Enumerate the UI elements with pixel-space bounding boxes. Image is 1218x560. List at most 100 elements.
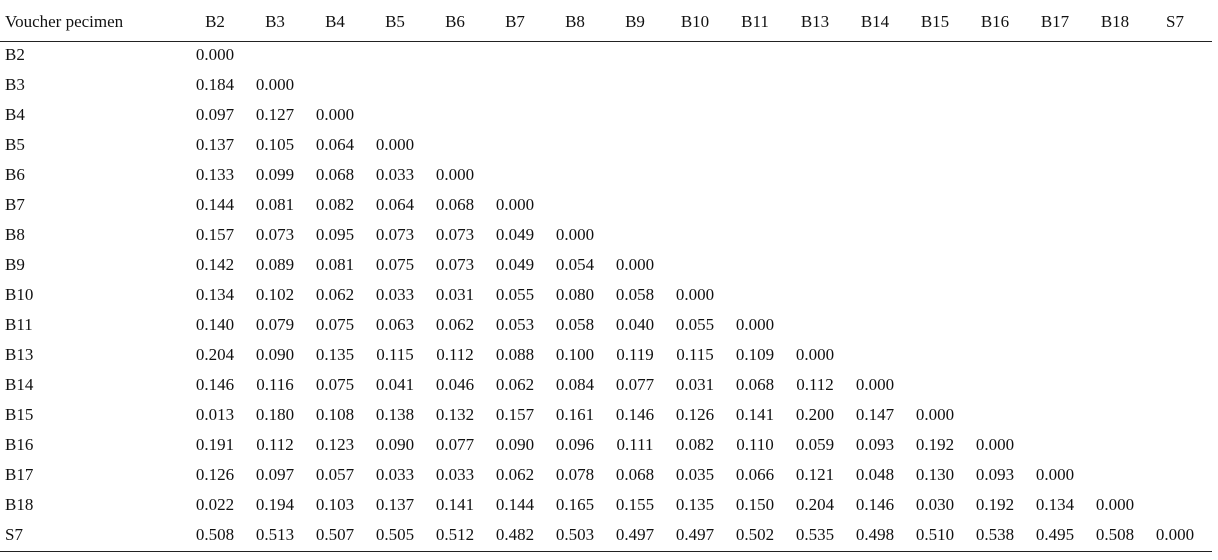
cell: 0.040 [615, 315, 655, 334]
row-label: B13 [5, 345, 34, 364]
cell: 0.507 [315, 525, 355, 544]
cell: 0.138 [375, 405, 415, 424]
cell: 0.068 [315, 165, 355, 184]
cell: 0.513 [255, 525, 295, 544]
cell: 0.013 [195, 405, 235, 424]
header-cell: B8 [565, 12, 585, 31]
header-cell: Voucher pecimen [5, 12, 124, 31]
cell: 0.000 [495, 195, 535, 214]
cell: 0.080 [555, 285, 595, 304]
cell: 0.078 [555, 465, 595, 484]
cell: 0.090 [255, 345, 295, 364]
cell: 0.041 [375, 375, 415, 394]
cell: 0.075 [375, 255, 415, 274]
cell: 0.135 [315, 345, 355, 364]
cell: 0.150 [735, 495, 775, 514]
row-label: B7 [5, 195, 25, 214]
cell: 0.535 [795, 525, 835, 544]
cell: 0.031 [435, 285, 475, 304]
cell: 0.058 [555, 315, 595, 334]
cell: 0.510 [915, 525, 955, 544]
cell: 0.093 [855, 435, 895, 454]
cell: 0.062 [495, 465, 535, 484]
cell: 0.000 [795, 345, 835, 364]
cell: 0.116 [256, 375, 294, 394]
cell: 0.079 [255, 315, 295, 334]
cell: 0.505 [375, 525, 415, 544]
header-cell: B2 [205, 12, 225, 31]
cell: 0.077 [615, 375, 655, 394]
cell: 0.068 [615, 465, 655, 484]
row-label: B15 [5, 405, 34, 424]
cell: 0.157 [495, 405, 535, 424]
cell: 0.055 [675, 315, 715, 334]
cell: 0.140 [195, 315, 235, 334]
cell: 0.073 [375, 225, 415, 244]
cell: 0.049 [495, 255, 535, 274]
cell: 0.055 [495, 285, 535, 304]
cell: 0.132 [435, 405, 475, 424]
cell: 0.030 [915, 495, 955, 514]
cell: 0.105 [255, 135, 295, 154]
row-label: B17 [5, 465, 34, 484]
cell: 0.497 [675, 525, 715, 544]
row-label: B4 [5, 105, 25, 124]
header-cell: B5 [385, 12, 405, 31]
cell: 0.155 [615, 495, 655, 514]
cell: 0.062 [435, 315, 475, 334]
row-label: B18 [5, 495, 34, 514]
cell: 0.482 [495, 525, 535, 544]
cell: 0.033 [375, 465, 415, 484]
cell: 0.000 [1095, 495, 1135, 514]
header-cell: B13 [800, 12, 830, 31]
cell: 0.137 [195, 135, 235, 154]
cell: 0.144 [195, 195, 235, 214]
cell: 0.191 [195, 435, 235, 454]
cell: 0.141 [435, 495, 475, 514]
header-cell: B7 [505, 12, 525, 31]
cell: 0.110 [736, 435, 774, 454]
cell: 0.204 [795, 495, 835, 514]
header-cell: S7 [1166, 12, 1184, 31]
cell: 0.096 [555, 435, 595, 454]
cell: 0.073 [435, 255, 475, 274]
cell: 0.000 [255, 75, 295, 94]
cell: 0.146 [615, 405, 655, 424]
cell: 0.112 [796, 375, 834, 394]
header-cell: B18 [1100, 12, 1130, 31]
cell: 0.142 [195, 255, 235, 274]
cell: 0.141 [735, 405, 775, 424]
cell: 0.000 [1035, 465, 1075, 484]
cell: 0.090 [495, 435, 535, 454]
cell: 0.063 [375, 315, 415, 334]
cell: 0.119 [616, 345, 654, 364]
row-label: B10 [5, 285, 34, 304]
cell: 0.108 [315, 405, 355, 424]
cell: 0.064 [375, 195, 415, 214]
cell: 0.068 [435, 195, 475, 214]
row-label: B3 [5, 75, 25, 94]
cell: 0.053 [495, 315, 535, 334]
cell: 0.000 [315, 105, 355, 124]
cell: 0.000 [735, 315, 775, 334]
cell: 0.082 [675, 435, 715, 454]
cell: 0.135 [675, 495, 715, 514]
cell: 0.508 [1095, 525, 1135, 544]
cell: 0.057 [315, 465, 355, 484]
cell: 0.097 [255, 465, 295, 484]
row-label: S7 [5, 525, 23, 544]
row-label: B6 [5, 165, 25, 184]
cell: 0.184 [195, 75, 235, 94]
cell: 0.046 [435, 375, 475, 394]
cell: 0.064 [315, 135, 355, 154]
cell: 0.161 [555, 405, 595, 424]
cell: 0.054 [555, 255, 595, 274]
row-label: B2 [5, 45, 25, 64]
cell: 0.068 [735, 375, 775, 394]
cell: 0.204 [195, 345, 235, 364]
cell: 0.000 [555, 225, 595, 244]
cell: 0.093 [975, 465, 1015, 484]
cell: 0.103 [315, 495, 355, 514]
cell: 0.115 [676, 345, 714, 364]
